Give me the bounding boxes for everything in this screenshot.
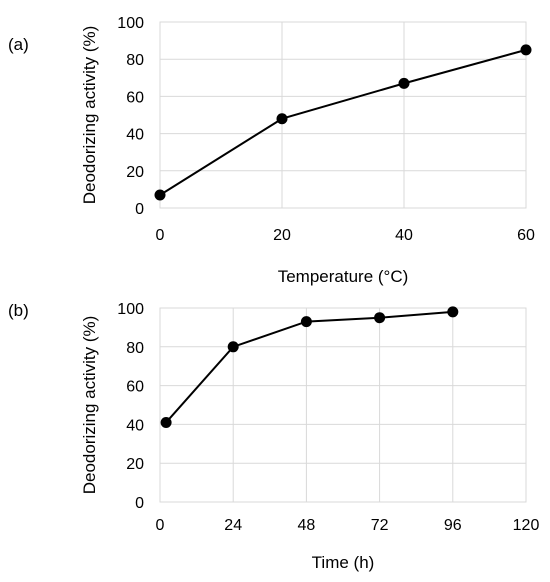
data-point-b-1 bbox=[227, 341, 239, 353]
y-tick-label-b-20: 20 bbox=[126, 456, 144, 473]
data-point-a-3 bbox=[520, 44, 532, 56]
data-point-a-0 bbox=[154, 189, 166, 201]
x-tick-label-a-60: 60 bbox=[517, 227, 535, 244]
data-point-b-4 bbox=[447, 306, 459, 318]
plot-area-b: 0 20 40 60 80 100 0 24 48 72 96 120 Time (h) Deodoriz… bbox=[80, 301, 539, 572]
x-tick-label-b-72: 72 bbox=[371, 517, 389, 534]
series-line-b-0 bbox=[165, 310, 453, 424]
y-axis-label-a: Deodorizing activity (%) bbox=[80, 26, 99, 205]
y-tick-label-b-60: 60 bbox=[126, 379, 144, 396]
y-tick-label-a-0: 0 bbox=[135, 201, 144, 218]
data-point-a-2 bbox=[398, 77, 410, 89]
x-tick-label-a-20: 20 bbox=[273, 227, 291, 244]
y-tick-label-a-20: 20 bbox=[126, 164, 144, 181]
x-tick-label-a-0: 0 bbox=[156, 227, 165, 244]
data-point-b-3 bbox=[374, 312, 386, 324]
y-tick-label-b-40: 40 bbox=[126, 417, 144, 434]
plot-frame-b bbox=[159, 307, 527, 503]
plot-area-a: 0 20 40 60 80 100 0 20 40 60 Temperature (°C) Deodo… bbox=[80, 15, 535, 286]
y-tick-label-b-100: 100 bbox=[117, 301, 144, 318]
x-tick-label-b-0: 0 bbox=[156, 517, 165, 534]
y-tick-label-b-80: 80 bbox=[126, 340, 144, 357]
y-tick-label-a-60: 60 bbox=[126, 89, 144, 106]
y-axis-label-b: Deodorizing activity (%) bbox=[80, 316, 99, 495]
x-tick-label-b-96: 96 bbox=[444, 517, 462, 534]
data-point-b-0 bbox=[160, 416, 172, 428]
y-tick-label-a-80: 80 bbox=[126, 52, 144, 69]
panel-label-a: (a) bbox=[8, 35, 29, 54]
x-tick-label-a-40: 40 bbox=[395, 227, 413, 244]
data-point-a-1 bbox=[276, 113, 288, 125]
plot-frame-a bbox=[159, 21, 527, 209]
panel-label-b: (b) bbox=[8, 301, 29, 320]
panel-b: (b) 0 20 40 60 80 100 0 24 48 72 96 120 Time (h) Deod… bbox=[8, 301, 539, 572]
data-point-b-2 bbox=[300, 316, 312, 328]
y-tick-label-b-0: 0 bbox=[135, 495, 144, 512]
x-axis-label-b: Time (h) bbox=[312, 553, 375, 572]
x-tick-label-b-48: 48 bbox=[298, 517, 316, 534]
x-tick-label-b-24: 24 bbox=[224, 517, 242, 534]
y-tick-label-a-40: 40 bbox=[126, 127, 144, 144]
x-axis-label-a: Temperature (°C) bbox=[278, 267, 409, 286]
panel-a: (a) 0 20 40 60 80 100 0 20 40 60 Temperature (°C) D… bbox=[8, 15, 535, 286]
series-line-a-0 bbox=[159, 48, 527, 196]
y-tick-label-a-100: 100 bbox=[117, 15, 144, 32]
x-tick-label-b-120: 120 bbox=[513, 517, 540, 534]
